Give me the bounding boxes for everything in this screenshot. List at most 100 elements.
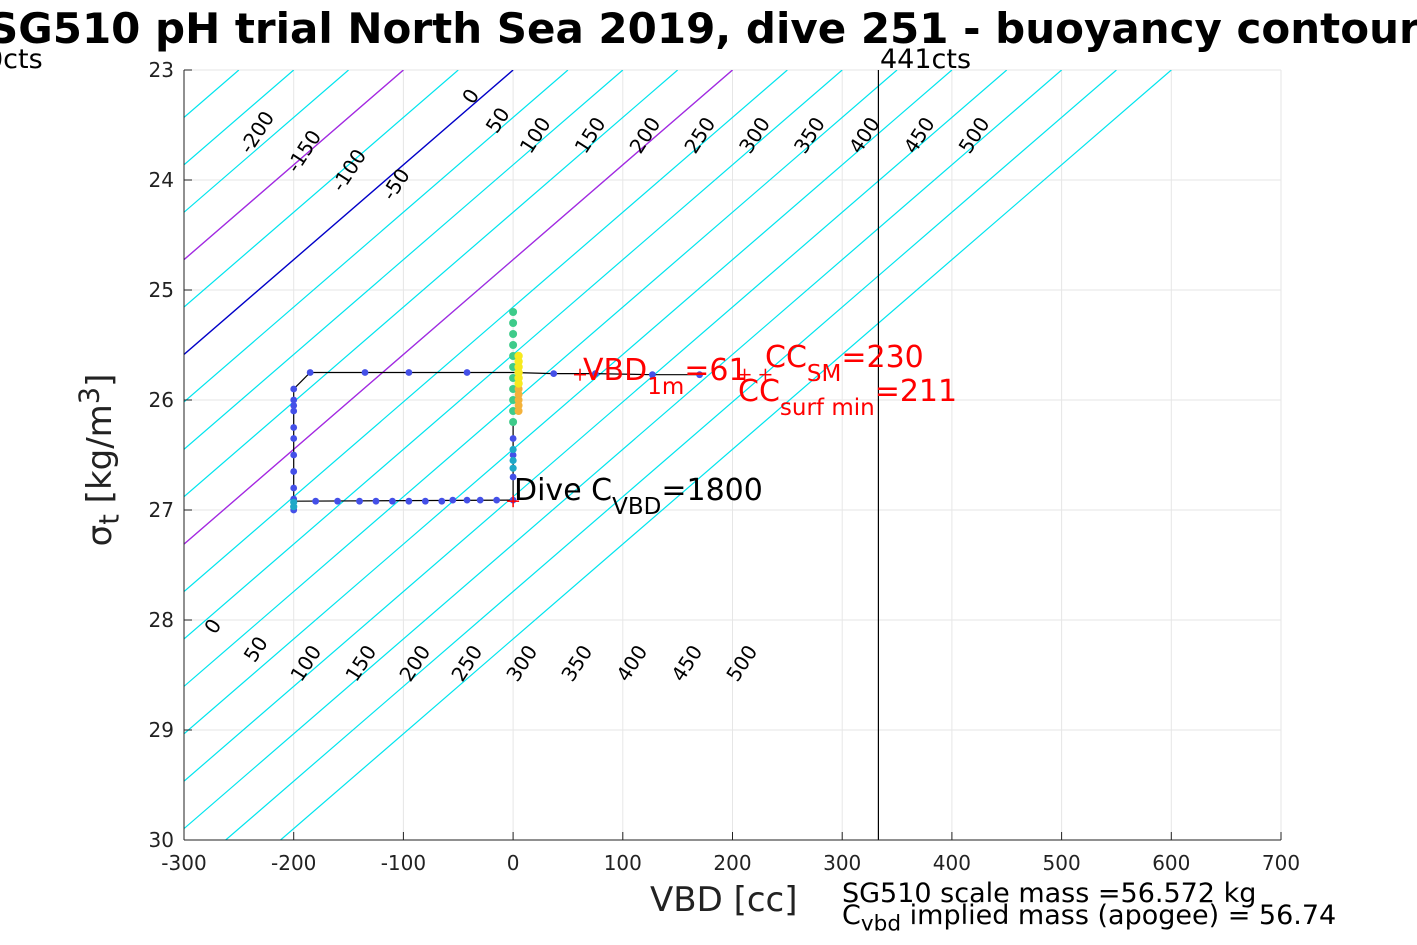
- contour-label-top: 450: [899, 113, 940, 158]
- y-tick-label: 25: [149, 278, 174, 302]
- dive-point: [514, 401, 523, 410]
- dive-point: [405, 497, 413, 505]
- contour-line: [184, 70, 898, 688]
- contour-label-top: 300: [734, 113, 775, 158]
- annotation-markers: [507, 368, 772, 508]
- contour-label-top: -200: [234, 107, 279, 158]
- contour-label-top: 350: [789, 113, 830, 158]
- contour-line: [184, 70, 679, 498]
- contour-label-bottom: 200: [394, 641, 435, 686]
- dive-point: [514, 407, 523, 415]
- dive-point: [509, 456, 517, 465]
- grid-lines: [183, 69, 1282, 841]
- x-tick-label: -100: [381, 851, 426, 875]
- dive-point: [334, 497, 341, 505]
- dive-point: [290, 484, 298, 492]
- contour-label-top: 200: [624, 113, 665, 158]
- contour-line: [184, 70, 953, 735]
- dive-point: [514, 390, 523, 399]
- dive-cvbd-annotation: Dive CVBD=1800: [514, 473, 763, 520]
- contour-line: [0, 70, 74, 840]
- x-tick-label: 300: [823, 851, 861, 875]
- dive-point: [509, 435, 517, 442]
- contour-label-bottom: 350: [556, 641, 597, 686]
- dive-point: [463, 496, 471, 504]
- cc-surf-min-annotation: CCsurf min=211: [738, 374, 957, 421]
- contour-label-bottom: 450: [666, 641, 707, 686]
- x-tick-label: -300: [161, 851, 206, 875]
- dive-point: [514, 379, 523, 388]
- y-tick-label: 29: [149, 718, 174, 742]
- implied-mass-label: Cvbd implied mass (apogee) = 56.74: [842, 900, 1337, 937]
- x-tick-label: 0: [507, 851, 520, 875]
- dive-point: [509, 319, 518, 327]
- scale-mass-label: SG510 scale mass =56.572 kg: [842, 878, 1257, 909]
- dive-point: [509, 407, 518, 415]
- dive-point: [509, 396, 518, 404]
- x-tick-label: 100: [604, 851, 642, 875]
- y-tick-label: 28: [149, 608, 174, 632]
- contour-line: [184, 70, 624, 451]
- dive-point: [290, 468, 298, 475]
- dive-point: [290, 385, 298, 393]
- dive-point: [509, 473, 517, 481]
- contour-label-top: 0: [457, 84, 484, 108]
- dive-point: [421, 497, 429, 505]
- dive-point: [361, 369, 369, 376]
- contour-line: [184, 70, 349, 214]
- contour-label-top: 100: [515, 113, 556, 158]
- dive-point: [509, 451, 517, 459]
- dive-point: [509, 341, 518, 349]
- contour-label-bottom: 250: [446, 641, 487, 686]
- contour-line: [184, 70, 459, 308]
- contour-line: [184, 70, 569, 403]
- dive-point: [509, 330, 518, 338]
- contour-line: [225, 70, 1117, 840]
- contour-line: [184, 70, 788, 593]
- contour-line: [184, 70, 1062, 830]
- x-tick-label: -200: [271, 851, 316, 875]
- x-tick-label: 600: [1152, 851, 1190, 875]
- dive-point: [290, 424, 298, 431]
- dive-point: [449, 496, 457, 504]
- contour-label-top: -150: [281, 126, 326, 177]
- dive-point: [372, 497, 380, 505]
- dive-point: [290, 503, 298, 511]
- y-tick-label: 24: [149, 168, 174, 192]
- dive-point: [649, 371, 656, 379]
- y-tick-label: 23: [149, 58, 174, 82]
- cc-sm-annotation: CCSM=230: [765, 340, 924, 387]
- dive-point: [290, 435, 298, 442]
- dive-point: [509, 418, 518, 426]
- contour-label-bottom: 500: [721, 641, 762, 686]
- contour-line: [280, 70, 1172, 840]
- y-tick-label: 26: [149, 388, 174, 412]
- contour-label-top: 50: [481, 103, 515, 137]
- dive-point: [438, 497, 446, 505]
- dive-point: [696, 371, 703, 379]
- buoyancy-contours: [0, 70, 1172, 840]
- contour-line: [184, 70, 843, 640]
- left-counts-label: 0cts: [0, 44, 43, 75]
- dive-point: [290, 402, 298, 409]
- contour-line: [184, 70, 1008, 782]
- contour-label-top: -100: [326, 145, 371, 196]
- dive-point: [306, 369, 314, 376]
- x-tick-label: 200: [713, 851, 751, 875]
- right-counts-label: 441cts: [880, 44, 972, 75]
- dive-point: [509, 464, 517, 472]
- dive-point: [312, 497, 320, 505]
- contour-label-bottom: 0: [199, 614, 226, 638]
- contour-label-top: 150: [570, 113, 611, 158]
- dive-point: [509, 308, 518, 316]
- contour-line-zero: [184, 70, 514, 356]
- dive-point: [591, 370, 599, 377]
- x-axis-label: VBD [cc]: [650, 880, 798, 920]
- contour-line: [0, 70, 19, 840]
- dive-point: [509, 385, 518, 393]
- contour-label-top: 250: [679, 113, 720, 158]
- contour-label-bottom: 300: [501, 641, 542, 686]
- dive-point: [356, 497, 363, 505]
